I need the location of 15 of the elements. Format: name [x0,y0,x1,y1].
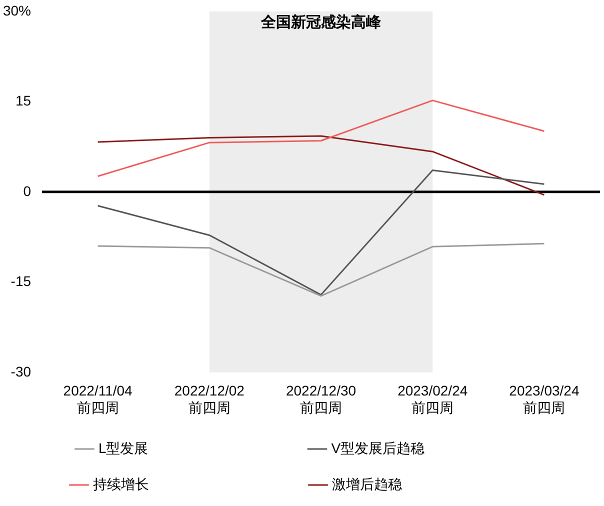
band-label: 全国新冠感染高峰 [260,13,382,32]
x-tick-label: 2022/12/02 前四周 [174,382,245,416]
y-tick-label: 15 [15,92,32,109]
x-tick-label: 2023/03/24 前四周 [509,382,580,416]
legend-label: L型发展 [98,440,288,456]
y-tick-label: -30 [10,363,32,380]
y-tick-label: 0 [23,182,32,199]
y-tick-label: 30% [2,2,32,18]
x-tick-label: 2022/11/04 前四周 [63,382,133,416]
legend-label: 激增后趋稳 [332,476,528,492]
y-tick-label: -15 [10,273,32,290]
legend-label: V型发展后趋稳 [331,440,523,456]
legend-label: 持续增长 [93,476,289,492]
x-tick-label: 2022/12/30 前四周 [286,382,356,416]
x-tick-label: 2023/02/24 前四周 [398,382,468,416]
